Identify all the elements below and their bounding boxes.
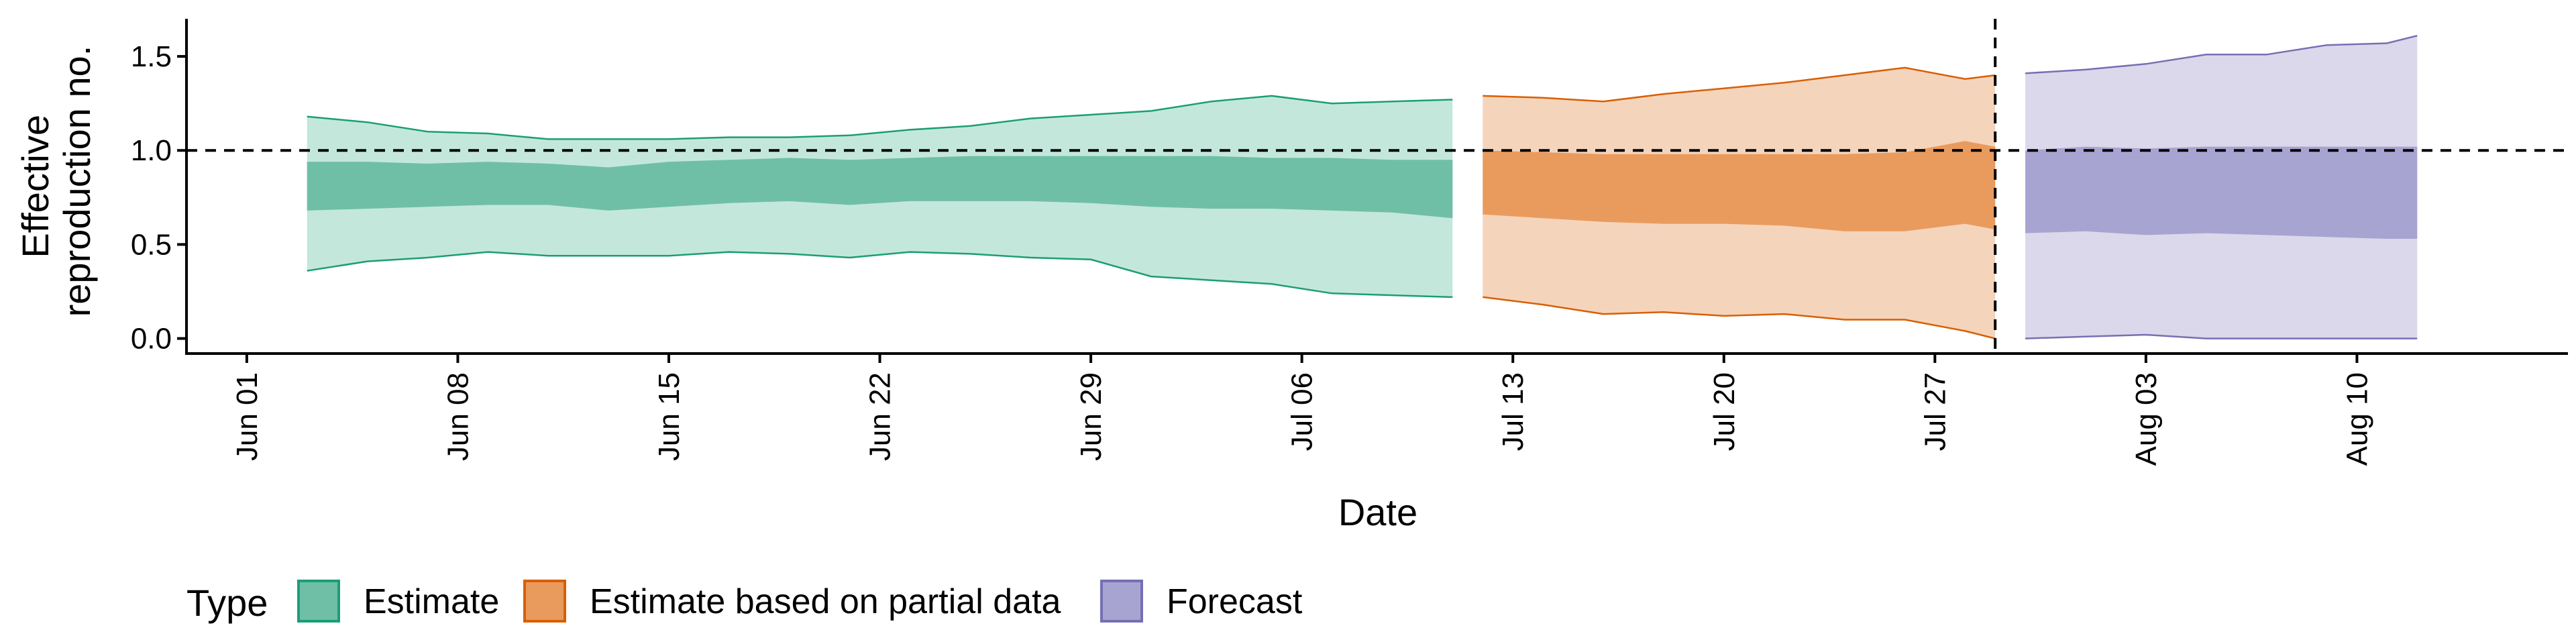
x-tick-label: Jul 20 — [1708, 372, 1741, 451]
legend-key — [523, 580, 566, 623]
band-50-series-1 — [1483, 141, 1996, 231]
band-50-series-2 — [2025, 146, 2418, 239]
band-50-series-0 — [307, 156, 1453, 219]
legend-title: Type — [186, 582, 268, 624]
lower-line-series-1 — [1483, 296, 1996, 339]
y-axis-title: Effective reproduction no. — [14, 46, 98, 317]
legend-label: Forecast — [1167, 582, 1303, 621]
y-axis-title-line-1: Effective — [14, 115, 56, 258]
x-tick-label: Jul 13 — [1497, 372, 1529, 451]
x-axis-title: Date — [1338, 491, 1417, 533]
y-tick-label: 0.5 — [131, 228, 172, 261]
upper-line-series-0 — [307, 95, 1453, 140]
x-tick-label: Aug 03 — [2130, 372, 2163, 466]
series-bands — [307, 34, 2418, 339]
upper-line-series-1 — [1483, 66, 1996, 103]
x-tick-label: Jul 27 — [1919, 372, 1951, 451]
x-tick-label: Jun 01 — [231, 372, 264, 461]
y-tick-label: 1.5 — [131, 40, 172, 73]
x-tick-label: Aug 10 — [2341, 372, 2373, 466]
y-tick-label: 0.0 — [131, 323, 172, 356]
legend-label: Estimate based on partial data — [590, 582, 1061, 621]
lower-line-series-2 — [2025, 333, 2418, 339]
x-axis-ticks: Jun 01 Jun 08 Jun 15 Jun 22 Jun 29 Jul 06 Jul … — [231, 354, 2373, 466]
legend-key — [1100, 580, 1143, 623]
x-tick-label: Jun 15 — [653, 372, 686, 461]
reference-lines — [186, 19, 2568, 354]
legend: Type Estimate Estimate based on partial d… — [186, 580, 1303, 624]
x-tick-label: Jun 08 — [441, 372, 474, 461]
axes — [185, 19, 2568, 355]
y-axis-ticks: 0.0 0.5 1.0 1.5 — [131, 40, 186, 356]
x-tick-label: Jun 22 — [864, 372, 897, 461]
x-tick-label: Jun 29 — [1075, 372, 1108, 461]
legend-key — [297, 580, 340, 623]
lower-line-series-0 — [307, 251, 1453, 299]
x-tick-label: Jul 06 — [1286, 372, 1319, 451]
legend-label: Estimate — [364, 582, 499, 621]
upper-line-series-2 — [2025, 34, 2418, 74]
y-tick-label: 1.0 — [131, 134, 172, 167]
y-axis-title-line-2: reproduction no. — [56, 46, 98, 317]
